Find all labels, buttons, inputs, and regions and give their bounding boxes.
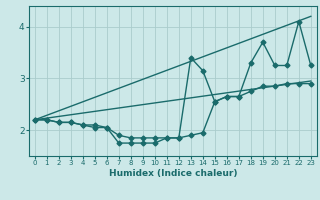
X-axis label: Humidex (Indice chaleur): Humidex (Indice chaleur) bbox=[108, 169, 237, 178]
